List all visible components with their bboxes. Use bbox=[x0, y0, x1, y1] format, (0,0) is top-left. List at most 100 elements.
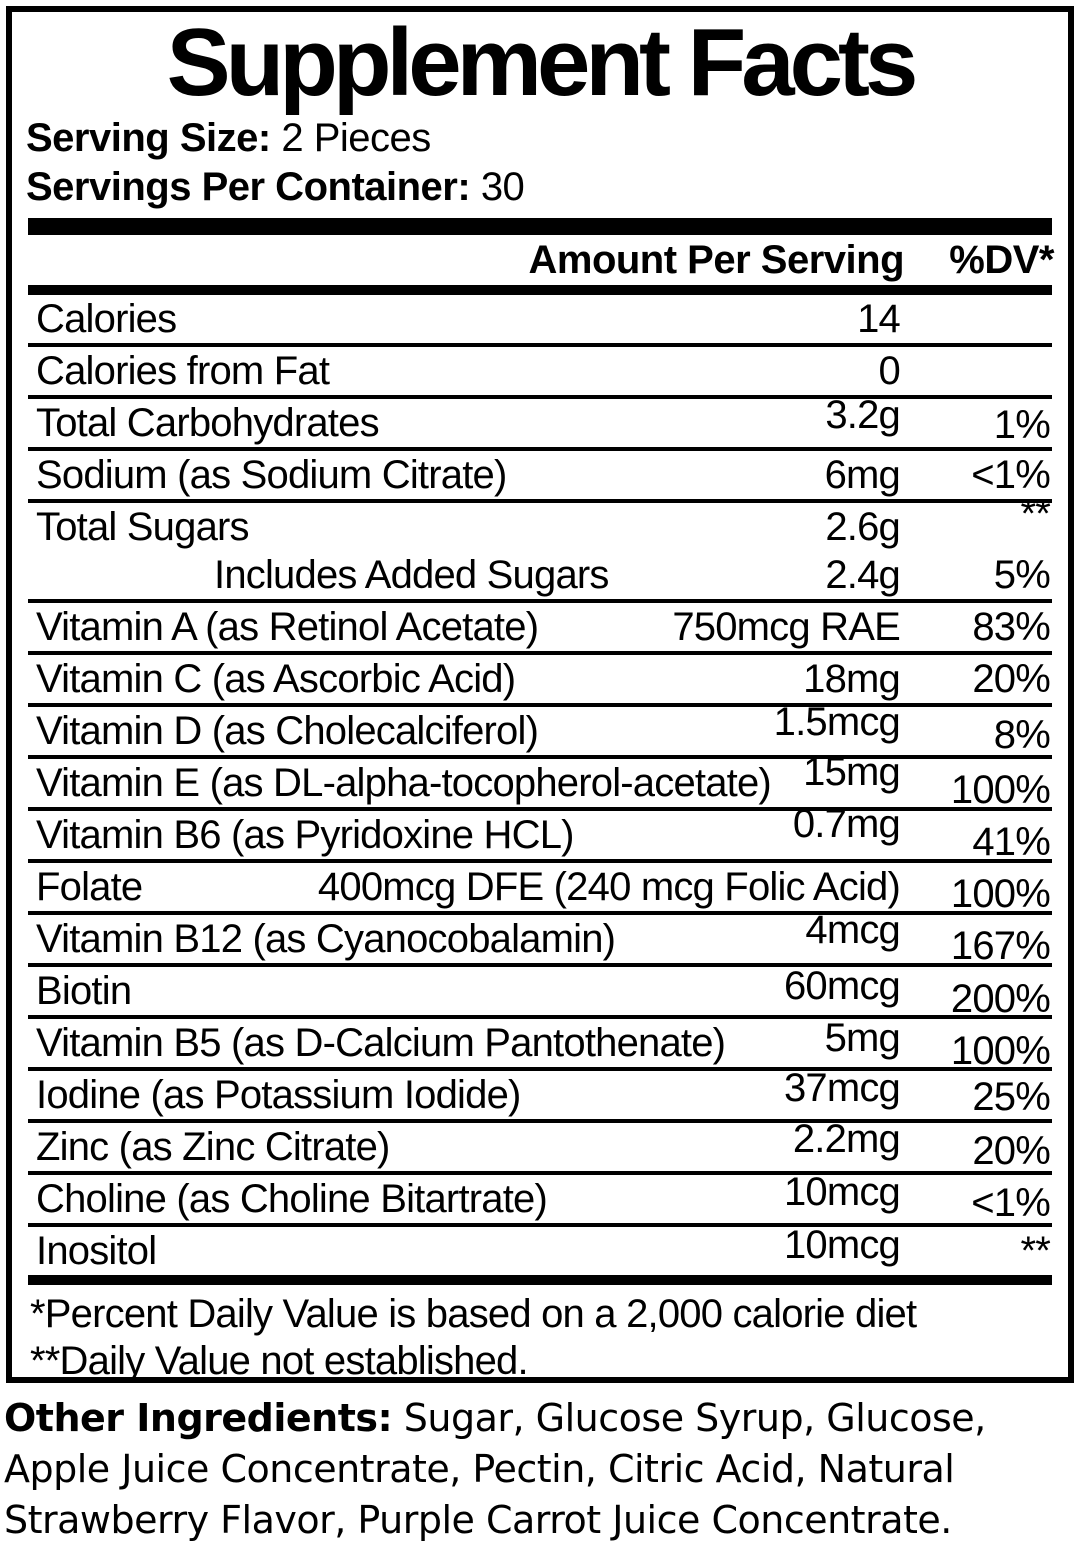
table-row: Biotin 60mcg 200% bbox=[28, 963, 1052, 1021]
row-name: Calories from Fat bbox=[36, 348, 330, 393]
header-dv: %DV* bbox=[949, 237, 1054, 282]
header-amount-per-serving: Amount Per Serving bbox=[528, 237, 904, 282]
separator-bar-footnotes bbox=[28, 1275, 1052, 1285]
row-dv: ** bbox=[1020, 1228, 1050, 1273]
row-name: Vitamin B12 (as Cyanocobalamin) bbox=[36, 916, 616, 961]
row-amount: 400mcg DFE (240 mcg Folic Acid) bbox=[317, 864, 901, 909]
row-dv: 100% bbox=[950, 767, 1051, 812]
table-row: Vitamin E (as DL-alpha-tocopherol-acetat… bbox=[28, 750, 1052, 812]
table-row-line: Iodine (as Potassium Iodide) 37mcg 25% bbox=[28, 1066, 1052, 1119]
row-name: Calories bbox=[36, 296, 177, 341]
table-row-line: Vitamin B5 (as D-Calcium Pantothenate) 5m… bbox=[28, 1016, 1052, 1073]
row-dv: 20% bbox=[972, 656, 1050, 701]
table-row: Calories from Fat 0 bbox=[28, 347, 1052, 399]
row-amount: 2.4g bbox=[825, 552, 900, 597]
table-row-line: Vitamin E (as DL-alpha-tocopherol-acetat… bbox=[28, 750, 1052, 812]
other-ingredients-label: Other Ingredients: bbox=[4, 1396, 393, 1440]
row-dv: 100% bbox=[950, 1028, 1051, 1073]
row-amount: 2.2mg bbox=[792, 1116, 901, 1161]
row-dv: 167% bbox=[950, 923, 1051, 968]
row-dv: 200% bbox=[950, 976, 1051, 1021]
row-name: Zinc (as Zinc Citrate) bbox=[36, 1124, 390, 1169]
row-name: Iodine (as Potassium Iodide) bbox=[36, 1072, 521, 1117]
row-amount: 3.2g bbox=[825, 392, 900, 437]
serving-size-line: Serving Size: 2 Pieces bbox=[26, 114, 1054, 163]
row-dv: 5% bbox=[993, 552, 1051, 597]
table-row: Vitamin C (as Ascorbic Acid) 18mg 20% bbox=[28, 655, 1052, 707]
table-row-line: Vitamin C (as Ascorbic Acid) 18mg 20% bbox=[28, 655, 1052, 703]
footnotes: *Percent Daily Value is based on a 2,000… bbox=[26, 1285, 1054, 1383]
row-dv: ** bbox=[1020, 491, 1050, 536]
row-amount: 14 bbox=[857, 296, 901, 341]
row-amount: 0 bbox=[878, 348, 901, 393]
row-amount: 15mg bbox=[803, 749, 901, 794]
page-title: Supplement Facts bbox=[166, 9, 919, 116]
row-name: Vitamin E (as DL-alpha-tocopherol-acetat… bbox=[36, 760, 772, 805]
row-name: Biotin bbox=[36, 968, 132, 1013]
row-amount: 18mg bbox=[803, 656, 901, 701]
table-row: Iodine (as Potassium Iodide) 37mcg 25% bbox=[28, 1066, 1052, 1123]
row-dv: 8% bbox=[993, 712, 1051, 757]
row-amount: 2.6g bbox=[825, 504, 900, 549]
table-row: Vitamin B12 (as Cyanocobalamin) 4mcg 167% bbox=[28, 908, 1052, 968]
row-name: Inositol bbox=[36, 1228, 157, 1273]
row-amount: 10mcg bbox=[783, 1169, 901, 1214]
row-name: Vitamin A (as Retinol Acetate) bbox=[36, 604, 539, 649]
row-dv: <1% bbox=[971, 1180, 1051, 1225]
row-dv: 1% bbox=[993, 402, 1051, 447]
row-dv: 41% bbox=[972, 819, 1050, 864]
serving-size-label: Serving Size: bbox=[26, 116, 271, 160]
row-name: Vitamin C (as Ascorbic Acid) bbox=[36, 656, 516, 701]
row-name: Includes Added Sugars bbox=[214, 552, 609, 597]
servings-per-container-line: Servings Per Container: 30 bbox=[26, 163, 1054, 212]
table-row: Vitamin D (as Cholecalciferol) 1.5mcg 8% bbox=[28, 700, 1052, 759]
row-name: Vitamin B6 (as Pyridoxine HCL) bbox=[36, 812, 575, 857]
table-row-line: Inositol 10mcg ** bbox=[28, 1223, 1052, 1275]
row-name: Vitamin D (as Cholecalciferol) bbox=[36, 708, 539, 753]
row-amount: 60mcg bbox=[783, 963, 901, 1008]
table-row-line: Total Carbohydrates 3.2g 1% bbox=[28, 393, 1052, 447]
row-name: Total Sugars bbox=[36, 504, 250, 549]
table-row-line: Vitamin D (as Cholecalciferol) 1.5mcg 8% bbox=[28, 700, 1052, 757]
table-row-line: Calories 14 bbox=[28, 295, 1052, 343]
row-dv: 83% bbox=[972, 604, 1050, 649]
row-amount: 1.5mcg bbox=[773, 699, 901, 744]
table-row: Inositol 10mcg ** bbox=[28, 1223, 1052, 1275]
separator-bar-top bbox=[28, 218, 1052, 235]
table-row-line: Includes Added Sugars 2.4g 5% bbox=[28, 551, 1052, 599]
table-row-line: Vitamin A (as Retinol Acetate) 750mcg RAE… bbox=[28, 603, 1052, 651]
row-amount: 37mcg bbox=[783, 1065, 901, 1110]
row-dv: 20% bbox=[972, 1128, 1050, 1173]
row-amount: 750mcg RAE bbox=[672, 604, 900, 649]
other-ingredients: Other Ingredients: Sugar, Glucose Syrup,… bbox=[4, 1393, 1076, 1546]
table-header-row: Amount Per Serving %DV* bbox=[26, 235, 1054, 285]
row-name: Choline (as Choline Bitartrate) bbox=[36, 1176, 548, 1221]
table-row-line: Total Sugars 2.6g ** bbox=[28, 492, 1052, 551]
row-amount: 10mcg bbox=[783, 1222, 901, 1267]
row-name: Sodium (as Sodium Citrate) bbox=[36, 452, 507, 497]
table-row-line: Zinc (as Zinc Citrate) 2.2mg 20% bbox=[28, 1117, 1052, 1173]
table-row-line: Calories from Fat 0 bbox=[28, 347, 1052, 395]
table-row: Vitamin B5 (as D-Calcium Pantothenate) 5m… bbox=[28, 1016, 1052, 1073]
row-amount: 6mg bbox=[824, 452, 901, 497]
servings-per-container-label: Servings Per Container: bbox=[26, 165, 471, 209]
row-name: Total Carbohydrates bbox=[36, 400, 380, 445]
table-row-line: Vitamin B12 (as Cyanocobalamin) 4mcg 167% bbox=[28, 908, 1052, 968]
table-row: Zinc (as Zinc Citrate) 2.2mg 20% bbox=[28, 1117, 1052, 1175]
facts-table-rows: Calories 14 Calories from Fat 0 Total Carboh… bbox=[28, 295, 1052, 1275]
row-dv: 100% bbox=[950, 871, 1051, 916]
row-dv: <1% bbox=[971, 452, 1051, 497]
table-row: Total Carbohydrates 3.2g 1% bbox=[28, 393, 1052, 451]
footnote-daily-value: *Percent Daily Value is based on a 2,000… bbox=[30, 1292, 917, 1336]
row-amount: 0.7mg bbox=[792, 801, 901, 846]
row-name: Folate bbox=[36, 864, 143, 909]
table-row: Folate 400mcg DFE (240 mcg Folic Acid) 100… bbox=[28, 863, 1052, 916]
table-row-line: Sodium (as Sodium Citrate) 6mg <1% bbox=[28, 451, 1052, 499]
footnote-not-established: **Daily Value not established. bbox=[30, 1339, 529, 1383]
table-row-line: Biotin 60mcg 200% bbox=[28, 963, 1052, 1021]
table-row: Sodium (as Sodium Citrate) 6mg <1% bbox=[28, 451, 1052, 503]
serving-size-value: 2 Pieces bbox=[281, 116, 431, 160]
supplement-facts-panel: Supplement Facts Serving Size: 2 Pieces … bbox=[6, 6, 1074, 1383]
table-row: Choline (as Choline Bitartrate) 10mcg <1% bbox=[28, 1170, 1052, 1227]
table-row-line: Folate 400mcg DFE (240 mcg Folic Acid) 100… bbox=[28, 863, 1052, 916]
